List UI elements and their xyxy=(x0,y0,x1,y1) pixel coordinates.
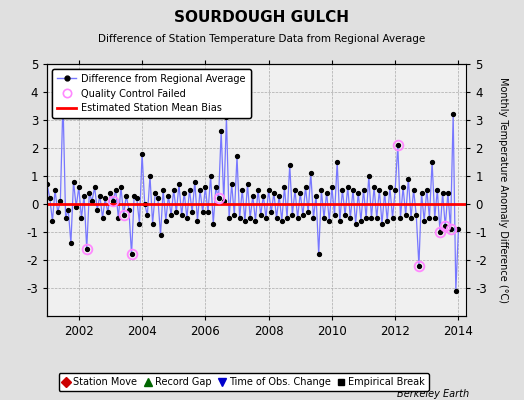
Text: Difference of Station Temperature Data from Regional Average: Difference of Station Temperature Data f… xyxy=(99,34,425,44)
Text: Berkeley Earth: Berkeley Earth xyxy=(397,389,469,399)
Legend: Difference from Regional Average, Quality Control Failed, Estimated Station Mean: Difference from Regional Average, Qualit… xyxy=(52,69,250,118)
Y-axis label: Monthly Temperature Anomaly Difference (°C): Monthly Temperature Anomaly Difference (… xyxy=(498,77,508,303)
Legend: Station Move, Record Gap, Time of Obs. Change, Empirical Break: Station Move, Record Gap, Time of Obs. C… xyxy=(59,373,429,391)
Text: SOURDOUGH GULCH: SOURDOUGH GULCH xyxy=(174,10,350,25)
